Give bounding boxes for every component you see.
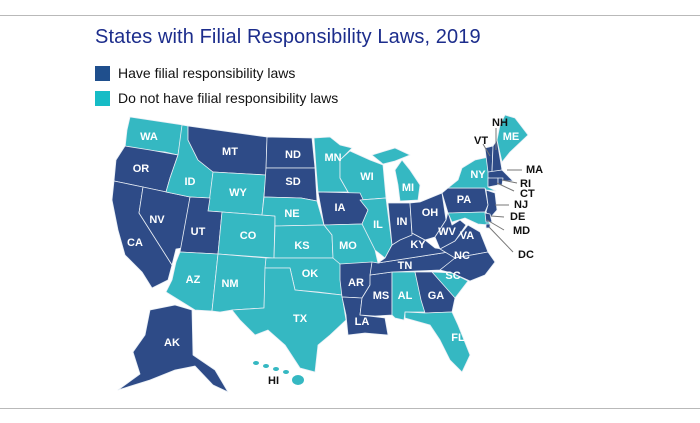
state-ca-label: CA — [127, 237, 143, 249]
state-al-label: AL — [398, 290, 413, 302]
state-nm-label: NM — [221, 278, 238, 290]
state-ct — [487, 177, 499, 188]
state-nc-label: NC — [454, 250, 470, 262]
state-tx-label: TX — [293, 313, 308, 325]
state-sd-label: SD — [285, 176, 300, 188]
state-mn-label: MN — [324, 152, 341, 164]
state-mo-label: MO — [339, 240, 357, 252]
state-md-leader-line — [486, 219, 505, 231]
state-nv-label: NV — [149, 214, 165, 226]
state-tx — [231, 267, 347, 373]
state-de-leader-line — [490, 215, 505, 218]
state-ne-label: NE — [284, 208, 299, 220]
state-il-shape — [359, 197, 393, 259]
state-ia-label: IA — [335, 202, 346, 214]
state-ny-label: NY — [470, 169, 486, 181]
state-va-label: VA — [460, 230, 475, 242]
state-vt-label: VT — [474, 135, 488, 147]
top-divider — [0, 15, 700, 16]
state-de-shape — [484, 212, 493, 223]
state-nd-label: ND — [285, 149, 301, 161]
state-ut-label: UT — [191, 226, 206, 238]
state-tn-label: TN — [398, 260, 413, 272]
chart-title: States with Filial Responsibility Laws, … — [95, 26, 481, 48]
state-ct-shape — [487, 177, 499, 188]
state-md — [447, 211, 491, 226]
state-sc-label: SC — [445, 270, 460, 282]
state-wy-label: WY — [229, 187, 247, 199]
state-mi-shape — [394, 159, 421, 202]
bottom-divider — [0, 408, 700, 409]
state-in-label: IN — [397, 216, 408, 228]
state-me-label: ME — [503, 131, 520, 143]
state-or-label: OR — [133, 163, 150, 175]
state-nm — [211, 253, 267, 313]
state-il — [359, 197, 393, 259]
legend-swatch-have — [95, 65, 110, 81]
legend-label-not: Do not have filial responsibility laws — [118, 90, 339, 106]
state-ak-label: AK — [164, 337, 180, 349]
state-ct-label: CT — [520, 188, 535, 200]
state-hi-island — [273, 367, 279, 371]
state-fl-label: FL — [451, 332, 465, 344]
state-il-label: IL — [373, 219, 383, 231]
state-ri-leader-line — [501, 179, 518, 184]
state-ar-label: AR — [348, 277, 364, 289]
state-ks-label: KS — [294, 240, 309, 252]
legend-swatch-not — [95, 90, 110, 106]
legend-label-have: Have filial responsibility laws — [118, 65, 296, 81]
state-wv-label: WV — [438, 226, 456, 238]
state-me — [496, 114, 529, 163]
state-hi-island — [253, 361, 259, 365]
state-md-shape — [447, 211, 491, 226]
state-in-shape — [387, 202, 413, 246]
state-de-label: DE — [510, 211, 525, 223]
state-fl — [404, 311, 471, 373]
state-hi-island — [283, 370, 289, 374]
legend-no-laws: Do not have filial responsibility laws — [95, 90, 338, 106]
state-wa-label: WA — [140, 131, 158, 143]
state-mi-shape — [371, 147, 411, 165]
state-hi-island — [263, 364, 269, 368]
state-oh-label: OH — [422, 207, 439, 219]
state-fl-shape — [404, 311, 471, 373]
state-ga-label: GA — [428, 290, 445, 302]
legend-have-laws: Have filial responsibility laws — [95, 65, 295, 81]
state-wi-label: WI — [360, 171, 373, 183]
state-ak-shape — [117, 304, 229, 393]
state-vt-leader-line — [482, 143, 491, 157]
state-ak — [117, 304, 229, 393]
state-ct-leader-line — [496, 182, 515, 192]
state-hi-island — [292, 375, 304, 385]
state-la-label: LA — [355, 316, 370, 328]
state-id-label: ID — [185, 176, 196, 188]
state-nm-shape — [211, 253, 267, 313]
state-az-label: AZ — [186, 274, 201, 286]
state-in — [387, 202, 413, 246]
state-dc-label: DC — [518, 249, 534, 261]
state-ri-label: RI — [520, 178, 531, 190]
state-me-shape — [496, 114, 529, 163]
state-ms-label: MS — [373, 290, 390, 302]
state-ok-label: OK — [302, 268, 319, 280]
state-mi-label: MI — [402, 182, 414, 194]
state-pa-label: PA — [457, 194, 472, 206]
state-mi — [371, 147, 421, 202]
state-ma-label: MA — [526, 164, 543, 176]
state-de — [484, 212, 493, 223]
state-nh-label: NH — [492, 117, 508, 129]
state-tx-shape — [231, 267, 347, 373]
state-hi — [253, 361, 304, 385]
state-co-label: CO — [240, 230, 257, 242]
state-hi-label: HI — [268, 375, 279, 387]
state-dc-leader-line — [488, 226, 514, 253]
state-ky-label: KY — [410, 239, 426, 251]
state-nj-label: NJ — [514, 199, 528, 211]
state-md-label: MD — [513, 225, 530, 237]
state-mt-label: MT — [222, 146, 238, 158]
